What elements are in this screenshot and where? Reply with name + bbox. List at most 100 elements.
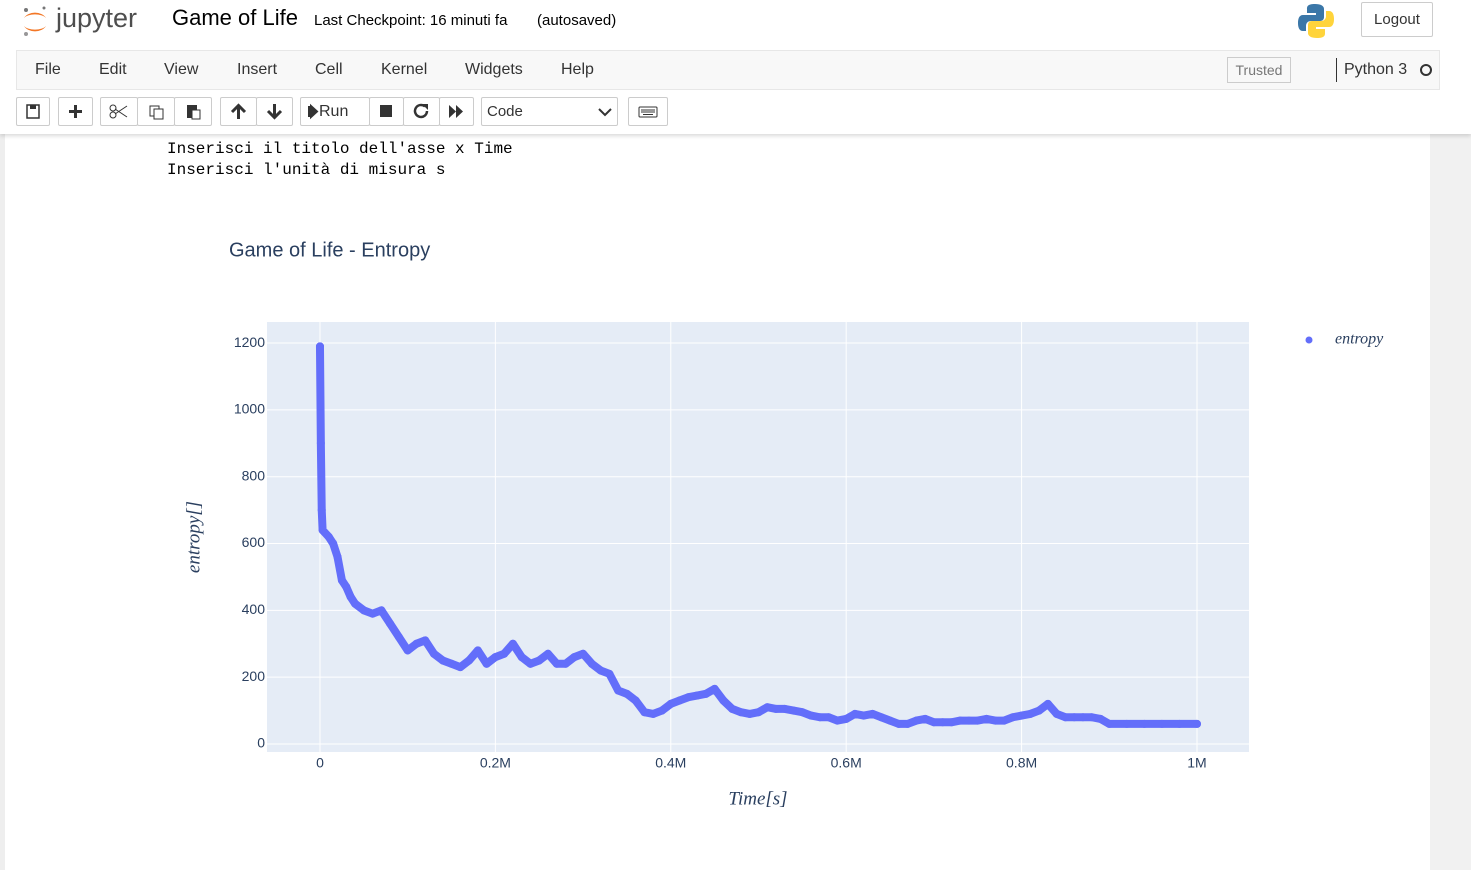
restart-button[interactable] [403,97,440,126]
data-point [324,532,333,541]
data-point [894,719,903,728]
data-point [631,696,640,705]
cell-type-label: Code [487,103,523,120]
menu-item[interactable]: Help [561,61,594,78]
move-down-button[interactable] [256,97,293,126]
data-point [912,716,921,725]
data-point [1122,719,1131,728]
logo-text[interactable]: jupyter [56,3,138,33]
data-point [772,704,781,713]
menu-bar [16,50,1440,90]
move-up-button[interactable] [220,97,257,126]
data-point [561,659,570,668]
data-point [482,659,491,668]
data-point [394,633,403,642]
data-point [596,666,605,675]
scrollbar[interactable] [1430,134,1471,870]
data-point [1096,714,1105,723]
data-point [877,713,886,722]
run-label: Run [319,103,349,120]
menu-item[interactable]: Widgets [465,61,523,78]
insert-button[interactable] [58,97,93,126]
data-point [316,439,325,448]
menu-item[interactable]: Insert [237,61,278,78]
data-point [315,342,324,351]
data-point [807,711,816,720]
stop-button[interactable] [369,97,404,126]
data-point [780,704,789,713]
data-point [317,506,326,515]
data-point [675,696,684,705]
header: jupyter Game of Life Last Checkpoint: 16… [0,0,1471,134]
data-point [1105,719,1114,728]
data-point [947,718,956,727]
y-tick-label: 800 [242,467,266,483]
paste-button[interactable] [174,97,212,126]
data-point [1070,713,1079,722]
x-tick-label: 0.8M [1006,755,1037,771]
data-point [886,716,895,725]
data-point [1140,719,1149,728]
plot-area [267,322,1249,752]
data-point [351,599,360,608]
data-point [368,609,377,618]
data-point [710,684,719,693]
data-point [789,706,798,715]
data-point [447,659,456,668]
data-point [1043,699,1052,708]
trusted-indicator[interactable]: Trusted [1227,57,1291,83]
x-tick-label: 0 [316,755,324,771]
data-point [377,606,386,615]
data-point [956,716,965,725]
menu-item[interactable]: Kernel [381,61,428,78]
output-line: Inserisci il titolo dell'asse x Time [167,140,513,158]
notebook-title[interactable]: Game of Life [172,5,298,30]
data-point [640,708,649,717]
data-point [412,639,421,648]
data-point [342,582,351,591]
save-button[interactable] [16,97,50,126]
separator [1336,58,1337,82]
data-point [1017,711,1026,720]
data-point [921,714,930,723]
data-point [1157,719,1166,728]
data-point [982,714,991,723]
data-point [719,696,728,705]
chart-title: Game of Life - Entropy [229,239,430,261]
run-button[interactable]: Run [300,97,370,126]
data-point [535,656,544,665]
data-point [833,716,842,725]
menu-item[interactable]: Cell [315,61,343,78]
menu-item[interactable]: Edit [99,61,127,78]
data-point [421,636,430,645]
menu-item[interactable]: File [35,61,61,78]
copy-button[interactable] [137,97,175,126]
data-point [579,649,588,658]
legend-marker [1305,336,1313,344]
python-logo [1298,4,1334,38]
restart-run-button[interactable] [439,97,474,126]
data-point [543,649,552,658]
cell-type-select[interactable]: Code [481,97,618,126]
menu-item[interactable]: View [164,61,199,78]
logout-button[interactable]: Logout [1361,2,1433,37]
data-point [1035,706,1044,715]
data-point [329,539,338,548]
data-point [850,709,859,718]
data-point [587,659,596,668]
data-point [318,526,327,535]
keyboard-button[interactable] [628,97,668,126]
data-point [465,656,474,665]
data-point [754,708,763,717]
data-point [666,699,675,708]
data-point [605,669,614,678]
data-point [815,713,824,722]
data-point [684,693,693,702]
data-point [429,649,438,658]
data-point [649,709,658,718]
data-point [1061,713,1070,722]
x-axis-title: Time[s] [728,788,787,809]
cut-button[interactable] [100,97,138,126]
y-tick-label: 0 [257,735,265,751]
